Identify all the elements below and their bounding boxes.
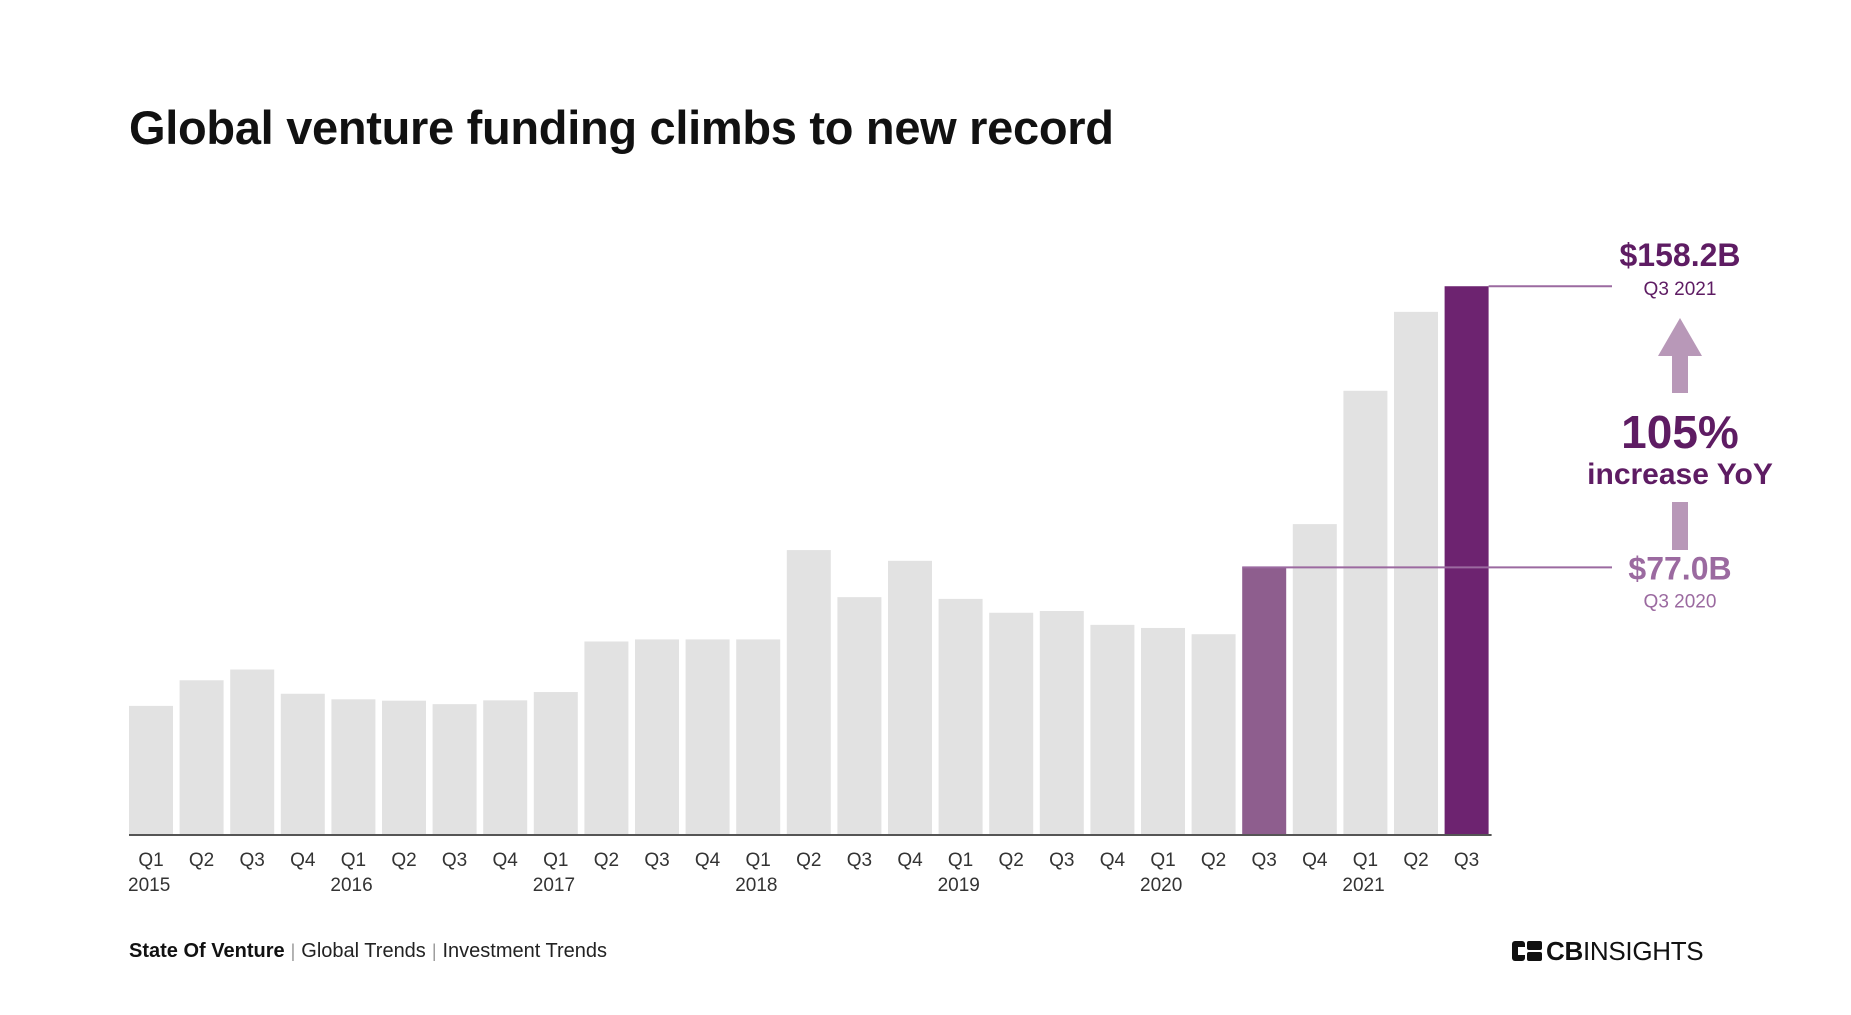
x-tick-quarter: Q1 [1150, 850, 1175, 871]
annotations-group: $158.2B Q3 2021 105% increase YoY $77.0B… [1587, 237, 1773, 612]
x-tick-year: 2016 [330, 875, 372, 896]
x-tick-quarter: Q4 [897, 850, 923, 871]
cb-insights-logo: CB INSIGHTS [1512, 935, 1704, 966]
footer-separator: | [431, 941, 437, 961]
x-tick-quarter: Q1 [543, 850, 568, 871]
bar-q3-6 [432, 704, 477, 834]
x-tick-quarter: Q3 [847, 850, 872, 871]
x-tick-year: 2020 [1140, 875, 1182, 896]
bar-q3-26 [1444, 286, 1489, 834]
yoy-change-value: 105% [1621, 406, 1739, 458]
x-tick-quarter: Q2 [1403, 850, 1428, 871]
base-period-label: Q3 2020 [1644, 591, 1717, 612]
x-tick-quarter: Q2 [391, 850, 416, 871]
x-tick-year: 2021 [1342, 875, 1384, 896]
x-tick-quarter: Q3 [240, 850, 265, 871]
bar-q4-3 [280, 693, 325, 834]
footer-link-investment-trends[interactable]: Investment Trends [442, 940, 608, 962]
footer-primary-link[interactable]: State Of Venture [129, 940, 285, 962]
x-tick-quarter: Q1 [138, 850, 163, 871]
bar-q3-10 [635, 639, 679, 834]
x-tick-quarter: Q4 [1302, 850, 1328, 871]
bar-q1-8 [533, 692, 578, 834]
x-tick-year: 2019 [938, 875, 980, 896]
bar-q1-4 [331, 699, 376, 834]
bar-q3-18 [1039, 611, 1084, 834]
x-axis-ticks: Q1 2015 Q2 Q3 Q4 Q1 2016 Q2 Q3 Q4 Q1 2017 Q2 Q3 Q4 Q1 20… [128, 850, 1479, 896]
x-tick-quarter: Q3 [1049, 850, 1074, 871]
x-tick-quarter: Q2 [189, 850, 214, 871]
base-value-label: $77.0B [1628, 550, 1731, 586]
x-tick-year: 2015 [128, 875, 170, 896]
x-tick-quarter: Q2 [796, 850, 821, 871]
bar-q4-15 [888, 560, 932, 834]
x-tick-quarter: Q3 [1454, 850, 1479, 871]
bar-q3-14 [837, 597, 882, 834]
footer-separator: | [290, 941, 296, 961]
bar-q1-20 [1141, 627, 1185, 834]
x-tick-quarter: Q2 [1201, 850, 1226, 871]
top-value-label: $158.2B [1620, 237, 1741, 273]
bar-q1-0 [129, 705, 173, 834]
bar-q2-21 [1191, 634, 1236, 834]
bar-q4-23 [1292, 524, 1337, 834]
brand-name-bold: CB [1546, 935, 1583, 966]
x-tick-quarter: Q2 [999, 850, 1024, 871]
x-tick-quarter: Q3 [644, 850, 669, 871]
x-tick-quarter: Q1 [1353, 850, 1378, 871]
x-tick-quarter: Q3 [1252, 850, 1277, 871]
bar-q4-19 [1090, 624, 1135, 834]
arrow-stem-icon [1672, 502, 1688, 550]
x-tick-quarter: Q2 [594, 850, 619, 871]
bar-q3-22 [1242, 567, 1287, 834]
bar-q2-13 [786, 550, 831, 834]
bar-q2-1 [179, 680, 224, 834]
bar-q1-16 [938, 598, 983, 834]
brand-name-rest: INSIGHTS [1582, 935, 1704, 966]
bar-q2-5 [382, 700, 426, 834]
top-period-label: Q3 2021 [1644, 279, 1717, 300]
yoy-change-label: increase YoY [1587, 458, 1773, 491]
x-tick-quarter: Q4 [290, 850, 316, 871]
x-tick-quarter: Q1 [948, 850, 973, 871]
footer-breadcrumb: State Of Venture | Global Trends | Investmen… [129, 940, 607, 963]
x-tick-quarter: Q4 [1100, 850, 1126, 871]
bar-q4-11 [685, 639, 730, 834]
bar-q4-7 [483, 700, 528, 834]
x-tick-year: 2018 [735, 875, 777, 896]
bar-q2-17 [989, 612, 1034, 834]
bar-q3-2 [230, 669, 275, 834]
bar-q2-25 [1394, 311, 1438, 835]
guide-lines [1242, 285, 1612, 569]
bar-q2-9 [584, 641, 629, 834]
x-tick-quarter: Q4 [493, 850, 519, 871]
bars-group [129, 286, 1489, 835]
bar-q1-12 [736, 639, 781, 834]
x-tick-quarter: Q3 [442, 850, 467, 871]
footer-link-global-trends[interactable]: Global Trends [301, 940, 426, 962]
cb-logo-icon [1512, 941, 1542, 961]
bar-q1-24 [1343, 390, 1388, 834]
x-tick-quarter: Q1 [746, 850, 771, 871]
x-tick-quarter: Q4 [695, 850, 721, 871]
arrow-up-icon [1658, 318, 1702, 393]
chart-title: Global venture funding climbs to new rec… [129, 101, 1114, 154]
x-tick-quarter: Q1 [341, 850, 366, 871]
x-tick-year: 2017 [533, 875, 575, 896]
